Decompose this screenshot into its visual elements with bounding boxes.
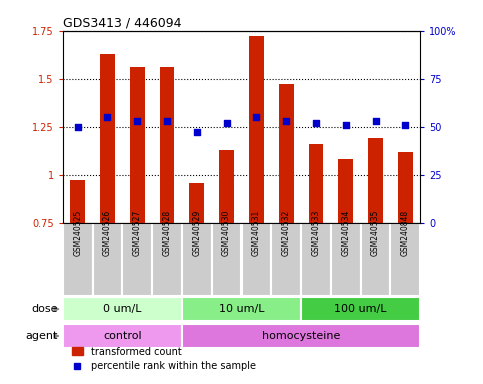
Point (372, 118, 380, 124)
Text: 10 um/L: 10 um/L (219, 304, 264, 314)
Point (401, 122, 409, 128)
Text: GSM240534: GSM240534 (341, 209, 350, 256)
Bar (63, 297, 182, 321)
Bar (398, 152, 413, 223)
Point (74, 124, 82, 130)
Bar (331, 223, 361, 296)
Text: GSM240525: GSM240525 (73, 209, 82, 256)
Bar (159, 67, 174, 223)
Point (253, 114, 260, 120)
Text: GSM240526: GSM240526 (103, 209, 112, 256)
Bar (271, 223, 301, 296)
Bar (182, 223, 212, 296)
Text: GSM240532: GSM240532 (282, 209, 291, 256)
Bar (361, 223, 390, 296)
Bar (70, 180, 85, 223)
Text: GSM240530: GSM240530 (222, 209, 231, 256)
Point (193, 129, 201, 136)
Text: dose: dose (31, 304, 58, 314)
Text: 100 um/L: 100 um/L (334, 304, 387, 314)
Bar (182, 324, 420, 348)
Point (133, 118, 141, 124)
Text: GDS3413 / 446094: GDS3413 / 446094 (63, 17, 181, 30)
Bar (100, 54, 115, 223)
Text: control: control (103, 331, 142, 341)
Bar (242, 223, 271, 296)
Text: GSM240527: GSM240527 (133, 209, 142, 256)
Point (163, 118, 171, 124)
Bar (122, 223, 152, 296)
Text: homocysteine: homocysteine (262, 331, 340, 341)
Bar (93, 223, 122, 296)
Bar (189, 184, 204, 223)
Bar (212, 223, 242, 296)
Point (282, 118, 290, 124)
Text: agent: agent (26, 331, 58, 341)
Bar (219, 150, 234, 223)
Point (223, 120, 230, 126)
Bar (301, 223, 331, 296)
Bar (279, 84, 294, 223)
Point (104, 114, 112, 120)
Bar (309, 144, 324, 223)
Text: GSM240528: GSM240528 (163, 209, 171, 256)
Bar (368, 138, 383, 223)
Bar (63, 223, 93, 296)
Bar (63, 324, 182, 348)
Bar (130, 67, 145, 223)
Bar (390, 223, 420, 296)
Bar (338, 159, 353, 223)
Bar (249, 36, 264, 223)
Point (342, 122, 350, 128)
Text: GSM240848: GSM240848 (401, 209, 410, 256)
Text: GSM240529: GSM240529 (192, 209, 201, 256)
Text: 0 um/L: 0 um/L (103, 304, 142, 314)
Text: GSM240531: GSM240531 (252, 209, 261, 256)
Legend: transformed count, percentile rank within the sample: transformed count, percentile rank withi… (68, 343, 260, 375)
Bar (152, 223, 182, 296)
Text: GSM240533: GSM240533 (312, 209, 320, 256)
Bar (182, 297, 301, 321)
Point (312, 120, 320, 126)
Bar (301, 297, 420, 321)
Text: GSM240535: GSM240535 (371, 209, 380, 256)
